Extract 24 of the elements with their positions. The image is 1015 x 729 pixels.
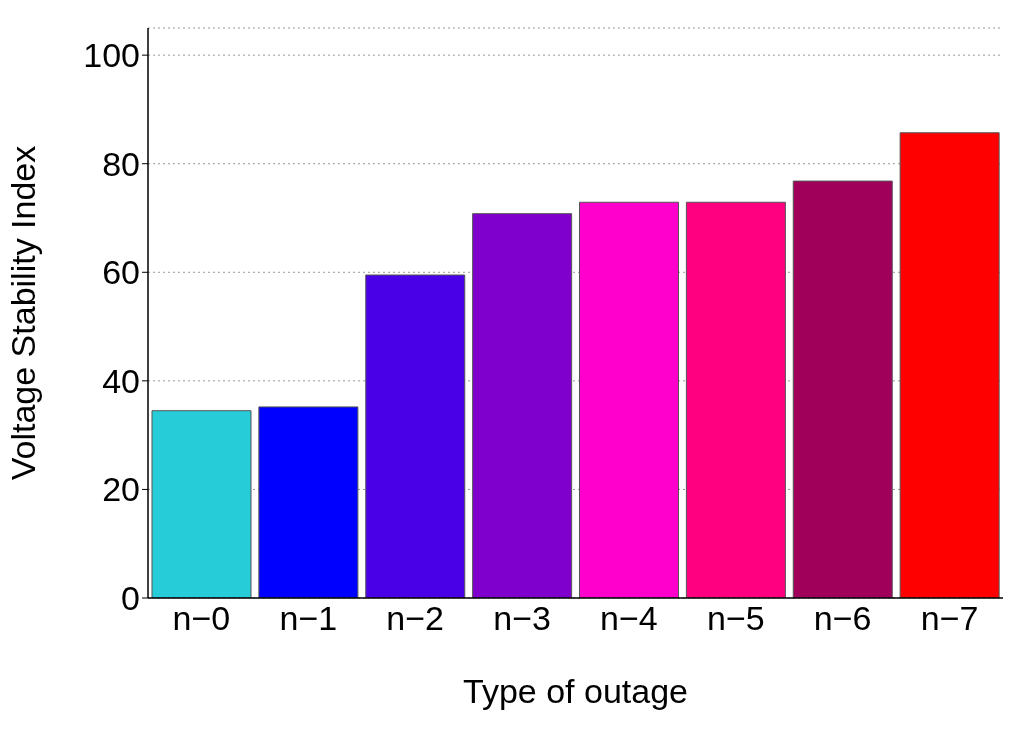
- x-tick-label: n−6: [813, 599, 872, 638]
- bar: [792, 180, 893, 598]
- y-axis-title: Voltage Stability Index: [4, 145, 43, 481]
- x-tick-label: n−1: [279, 599, 338, 638]
- x-tick-label: n−0: [172, 599, 231, 638]
- y-tick-label: 60: [102, 253, 140, 292]
- x-tick-label: n−4: [600, 599, 658, 638]
- y-tick-label: 20: [102, 470, 140, 509]
- bar: [899, 132, 1000, 598]
- bar: [258, 406, 359, 598]
- bar: [472, 213, 573, 598]
- bar: [365, 274, 466, 598]
- y-tick-label: 40: [102, 361, 140, 400]
- y-tick-label: 0: [121, 579, 140, 618]
- y-tick-label: 100: [83, 36, 140, 75]
- bar: [579, 201, 679, 598]
- bar: [685, 201, 786, 598]
- x-tick-label: n−7: [920, 599, 979, 638]
- y-tick-label: 80: [102, 144, 140, 183]
- bar: [151, 410, 252, 598]
- x-tick-label: n−5: [706, 599, 765, 638]
- x-tick-label: n−2: [386, 599, 445, 638]
- x-axis-title: Type of outage: [463, 672, 688, 710]
- x-tick-label: n−3: [493, 599, 551, 638]
